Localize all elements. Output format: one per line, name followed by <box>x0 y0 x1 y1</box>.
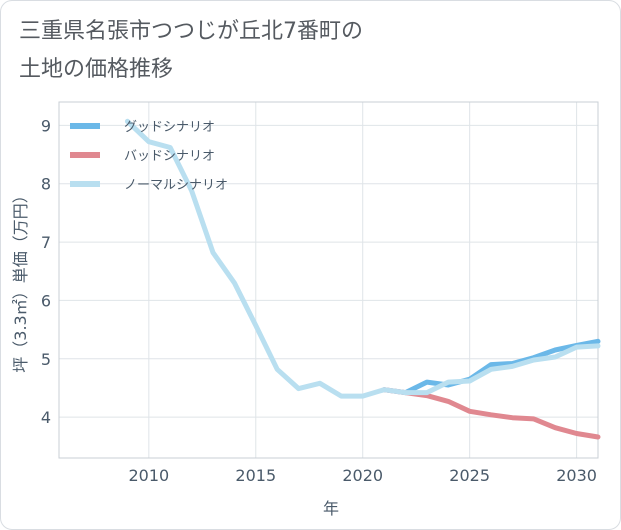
axis-ticks: 2010 2015 2020 2025 2030 4 5 6 7 8 9 <box>41 116 597 485</box>
title-line-2: 土地の価格推移 <box>19 57 174 82</box>
x-tick-label: 2010 <box>128 466 169 485</box>
grid-lines <box>59 102 598 458</box>
y-tick-label: 7 <box>41 233 51 252</box>
x-axis-label: 年 <box>323 499 339 518</box>
series-lines <box>124 118 601 440</box>
y-tick-label: 5 <box>41 350 51 369</box>
y-tick-label: 8 <box>41 175 51 194</box>
series-line-3 <box>124 118 601 399</box>
legend-label: バッドシナリオ <box>124 149 215 164</box>
chart-title: 三重県名張市つつじが丘北7番町の 土地の価格推移 <box>19 13 363 89</box>
x-tick-label: 2015 <box>235 466 276 485</box>
x-tick-label: 2025 <box>449 466 490 485</box>
x-tick-label: 2020 <box>342 466 383 485</box>
title-line-1: 三重県名張市つつじが丘北7番町の <box>19 19 363 44</box>
plot-frame <box>58 101 599 459</box>
y-tick-label: 4 <box>41 408 51 427</box>
series-line-2 <box>381 387 601 440</box>
x-tick-label: 2030 <box>556 466 597 485</box>
legend-label: グッドシナリオ <box>124 120 215 135</box>
legend-label: ノーマルシナリオ <box>124 178 228 193</box>
series-line-1 <box>381 338 601 396</box>
y-axis-label: 坪（3.3㎡）単価（万円） <box>11 187 30 372</box>
y-tick-label: 6 <box>41 291 51 310</box>
y-tick-label: 9 <box>41 116 51 135</box>
